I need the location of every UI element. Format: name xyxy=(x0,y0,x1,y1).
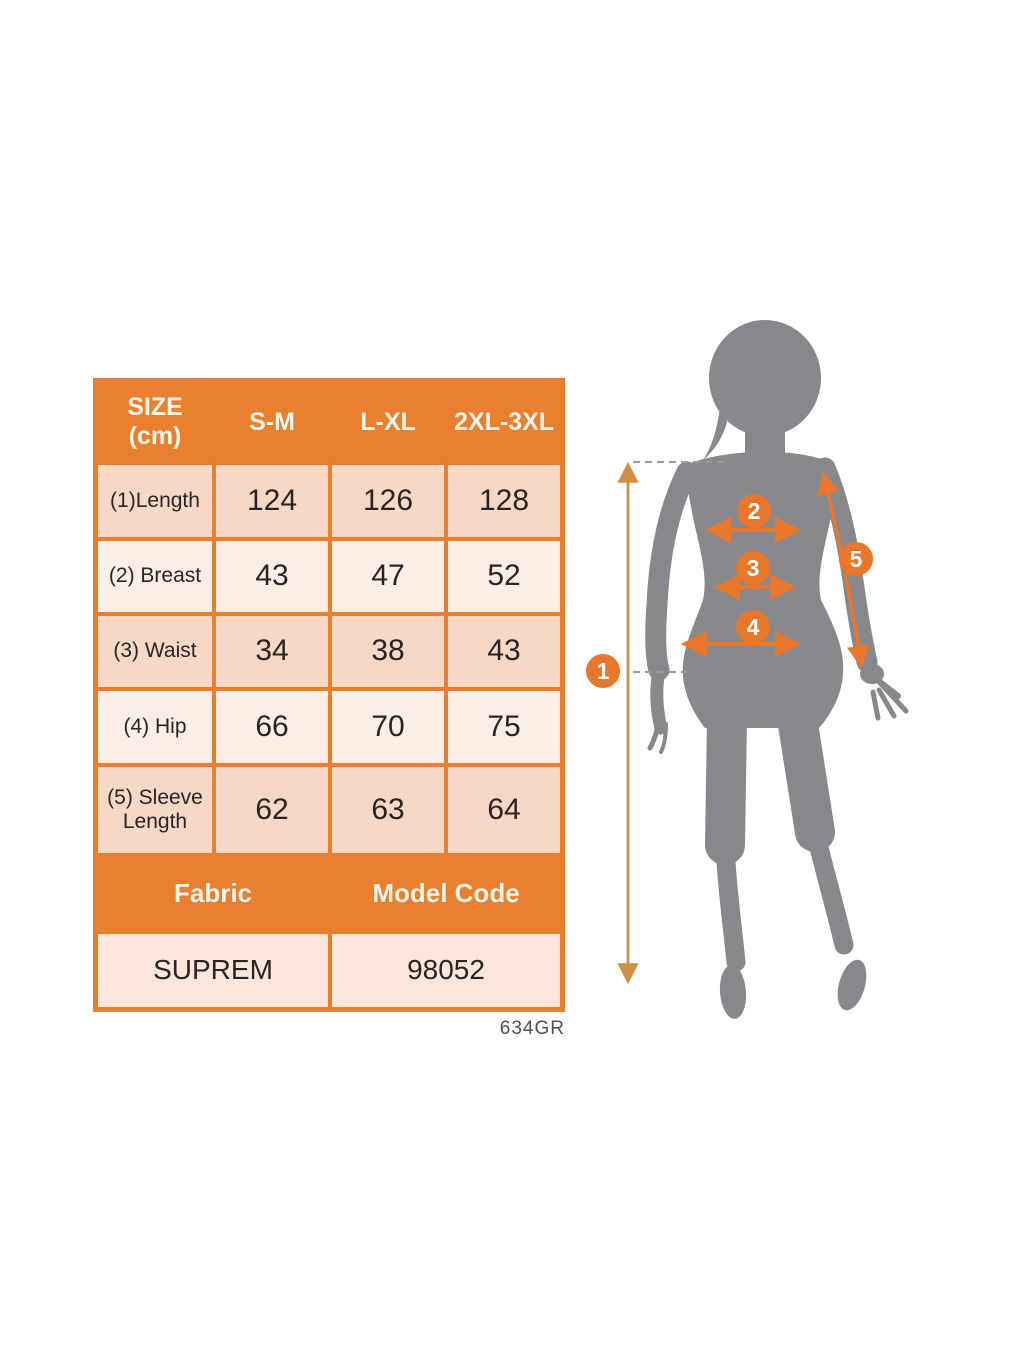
measurement-figure xyxy=(575,300,995,1040)
marker-2-breast: 2 xyxy=(737,494,771,528)
marker-3-waist: 3 xyxy=(736,551,770,585)
column-header-2xl3xl: 2XL-3XL xyxy=(448,383,560,461)
dashed-guides xyxy=(633,461,725,673)
torso-shape xyxy=(682,451,844,728)
size-table-title-cell: SIZE (cm) xyxy=(98,383,212,461)
column-header-sm: S-M xyxy=(216,383,328,461)
row-label-waist: (3) Waist xyxy=(98,616,212,687)
value-sleeve-lxl: 63 xyxy=(332,767,444,853)
column-header-lxl: L-XL xyxy=(332,383,444,461)
model-code-header: Model Code xyxy=(332,857,560,930)
value-hip-sm: 66 xyxy=(216,691,328,763)
head-shape xyxy=(709,320,821,436)
row-label-sleeve-length: (5) Sleeve Length xyxy=(98,767,212,853)
left-foot-shape xyxy=(719,965,747,1019)
value-breast-2xl3xl: 52 xyxy=(448,541,560,612)
value-sleeve-2xl3xl: 64 xyxy=(448,767,560,853)
value-length-sm: 124 xyxy=(216,465,328,537)
size-unit: (cm) xyxy=(128,422,182,450)
hair-tip-shape xyxy=(703,396,727,460)
marker-4-hip: 4 xyxy=(736,610,770,644)
left-arm xyxy=(645,461,698,754)
value-waist-lxl: 38 xyxy=(332,616,444,687)
value-length-2xl3xl: 128 xyxy=(448,465,560,537)
value-waist-2xl3xl: 43 xyxy=(448,616,560,687)
fabric-value: SUPREM xyxy=(98,934,328,1007)
legs xyxy=(705,698,854,972)
marker-1-length: 1 xyxy=(586,654,620,688)
marker-5-sleeve: 5 xyxy=(839,542,873,576)
row-label-length: (1)Length xyxy=(98,465,212,537)
value-breast-sm: 43 xyxy=(216,541,328,612)
right-foot-shape xyxy=(837,959,867,1011)
fabric-header: Fabric xyxy=(98,857,328,930)
value-breast-lxl: 47 xyxy=(332,541,444,612)
value-length-lxl: 126 xyxy=(332,465,444,537)
female-silhouette-diagram xyxy=(617,320,909,1019)
value-sleeve-sm: 62 xyxy=(216,767,328,853)
measure-arrows xyxy=(680,471,870,669)
row-label-breast: (2) Breast xyxy=(98,541,212,612)
size-title: SIZE xyxy=(127,393,183,422)
model-code-value: 98052 xyxy=(332,934,560,1007)
value-hip-lxl: 70 xyxy=(332,691,444,763)
row-label-hip: (4) Hip xyxy=(98,691,212,763)
value-hip-2xl3xl: 75 xyxy=(448,691,560,763)
woman-silhouette xyxy=(645,320,909,1019)
style-code-footnote: 634GR xyxy=(499,1018,565,1039)
size-table: SIZE (cm) S-M L-XL 2XL-3XL (1)Length 124… xyxy=(93,378,565,1012)
value-waist-sm: 34 xyxy=(216,616,328,687)
